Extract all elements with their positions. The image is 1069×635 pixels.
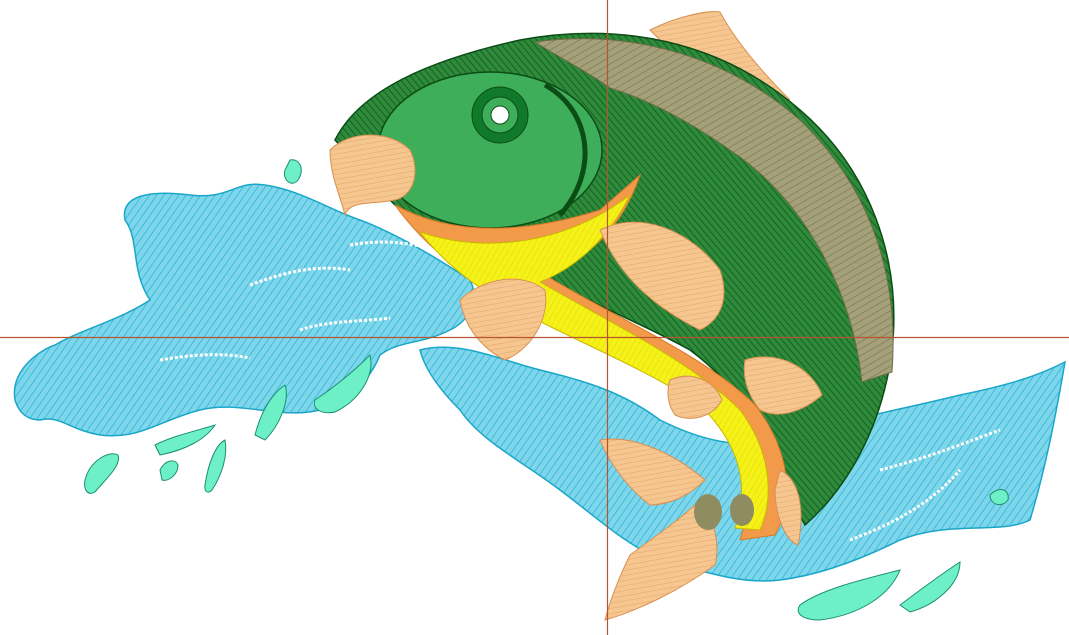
- droplet: [899, 561, 961, 613]
- tail-spot: [730, 494, 754, 526]
- droplet: [989, 489, 1009, 506]
- droplet: [283, 159, 302, 184]
- droplet: [313, 354, 372, 414]
- stitch-line: [159, 353, 251, 362]
- tail-spot: [694, 494, 722, 530]
- ventral-fin: [743, 356, 823, 415]
- ventral-fin: [667, 375, 723, 419]
- droplet: [204, 439, 227, 493]
- stitch-line: [879, 428, 1001, 472]
- fish-mouth: [329, 134, 416, 217]
- droplet: [84, 453, 120, 494]
- droplets: [84, 159, 1009, 621]
- eye: [490, 105, 510, 125]
- water-left: [13, 183, 475, 437]
- droplet: [154, 424, 217, 456]
- stitch-line: [249, 266, 351, 287]
- stitch-line: [299, 316, 391, 332]
- droplet: [254, 384, 287, 441]
- droplet: [159, 460, 179, 481]
- tail-fin: [599, 438, 706, 506]
- stitch-line: [849, 469, 962, 542]
- pectoral-fin: [459, 278, 547, 361]
- tail-fin: [604, 499, 718, 621]
- anal-fin: [774, 469, 802, 546]
- droplet: [797, 569, 901, 621]
- fish-scales: [533, 38, 894, 383]
- water-stitches: [159, 240, 1001, 542]
- pectoral-fin: [599, 221, 725, 331]
- gill: [543, 82, 588, 217]
